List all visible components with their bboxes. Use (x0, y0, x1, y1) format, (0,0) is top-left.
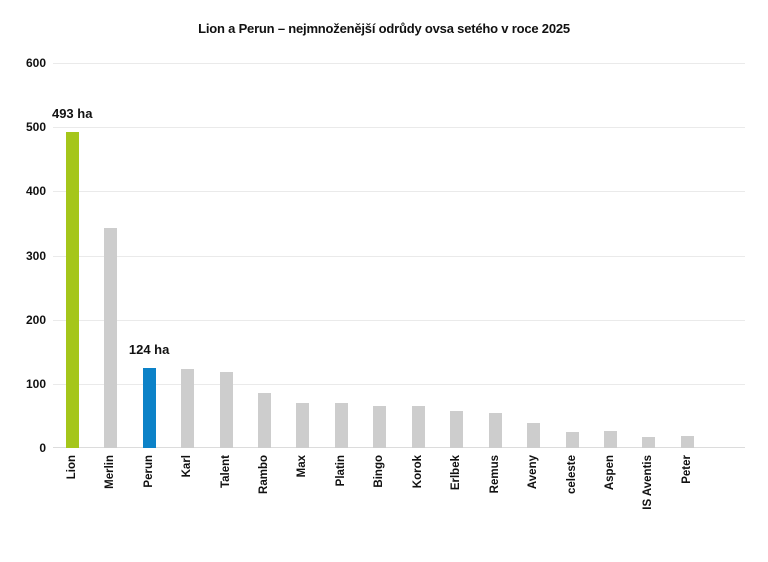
x-axis-label: Lion (65, 455, 78, 480)
x-axis-label: Aspen (603, 455, 616, 491)
x-axis-label: Talent (219, 455, 232, 489)
bar-peter (680, 436, 694, 448)
gridline (53, 383, 745, 385)
x-axis-label: Peter (680, 455, 693, 484)
y-axis-tick-label: 600 (25, 56, 46, 70)
x-axis-label: celeste (565, 455, 578, 495)
bar-aveny (527, 422, 541, 448)
x-axis-label: Remus (488, 455, 501, 494)
x-axis-label: Platin (334, 455, 347, 487)
bar-merlin (104, 227, 118, 448)
bar-remus (488, 413, 502, 448)
y-axis-tick-label: 500 (25, 120, 46, 135)
bar-platin (334, 403, 348, 448)
x-axis-label: Korok (411, 455, 424, 489)
bar-talent (219, 371, 233, 448)
y-axis-tick-label: 100 (25, 376, 46, 391)
gridline (53, 191, 745, 193)
gridline (53, 127, 745, 129)
y-axis-tick-label: 0 (39, 441, 46, 455)
x-axis-label: Bingo (373, 455, 386, 488)
x-axis-label: Karl (181, 455, 194, 478)
gridline (53, 319, 745, 321)
y-axis-tick-label: 300 (25, 248, 46, 263)
bar-karl (181, 369, 195, 448)
bar-bingo (373, 405, 387, 448)
bar-erlbek (450, 410, 464, 448)
x-axis-label: Perun (142, 455, 155, 488)
y-axis-tick-label: 200 (25, 312, 46, 327)
x-axis-label: Aveny (527, 455, 540, 490)
bar-is-aventis (642, 437, 656, 448)
baseline (53, 447, 745, 448)
plot-area: 493 ha 124 ha (51, 63, 745, 448)
bar-perun (142, 368, 156, 448)
x-axis-label: Max (296, 455, 309, 478)
gridline (53, 63, 745, 64)
bar-value-label: 493 ha (51, 105, 93, 121)
y-axis-tick-label: 400 (25, 184, 46, 199)
x-axis-label: IS Aventis (642, 455, 655, 510)
bar-lion (65, 131, 79, 448)
bar-korok (411, 405, 425, 448)
bar-celeste (565, 431, 579, 448)
x-axis-label: Merlin (104, 455, 117, 489)
gridline (53, 255, 745, 257)
bar-rambo (257, 393, 271, 448)
bar-max (296, 403, 310, 448)
bar-aspen (603, 431, 617, 448)
chart-title: Lion a Perun – nejmnoženější odrůdy ovsa… (198, 21, 570, 36)
x-axis-label: Rambo (257, 455, 270, 494)
x-axis-label: Erlbek (450, 455, 463, 491)
bar-value-label: 124 ha (128, 342, 170, 358)
